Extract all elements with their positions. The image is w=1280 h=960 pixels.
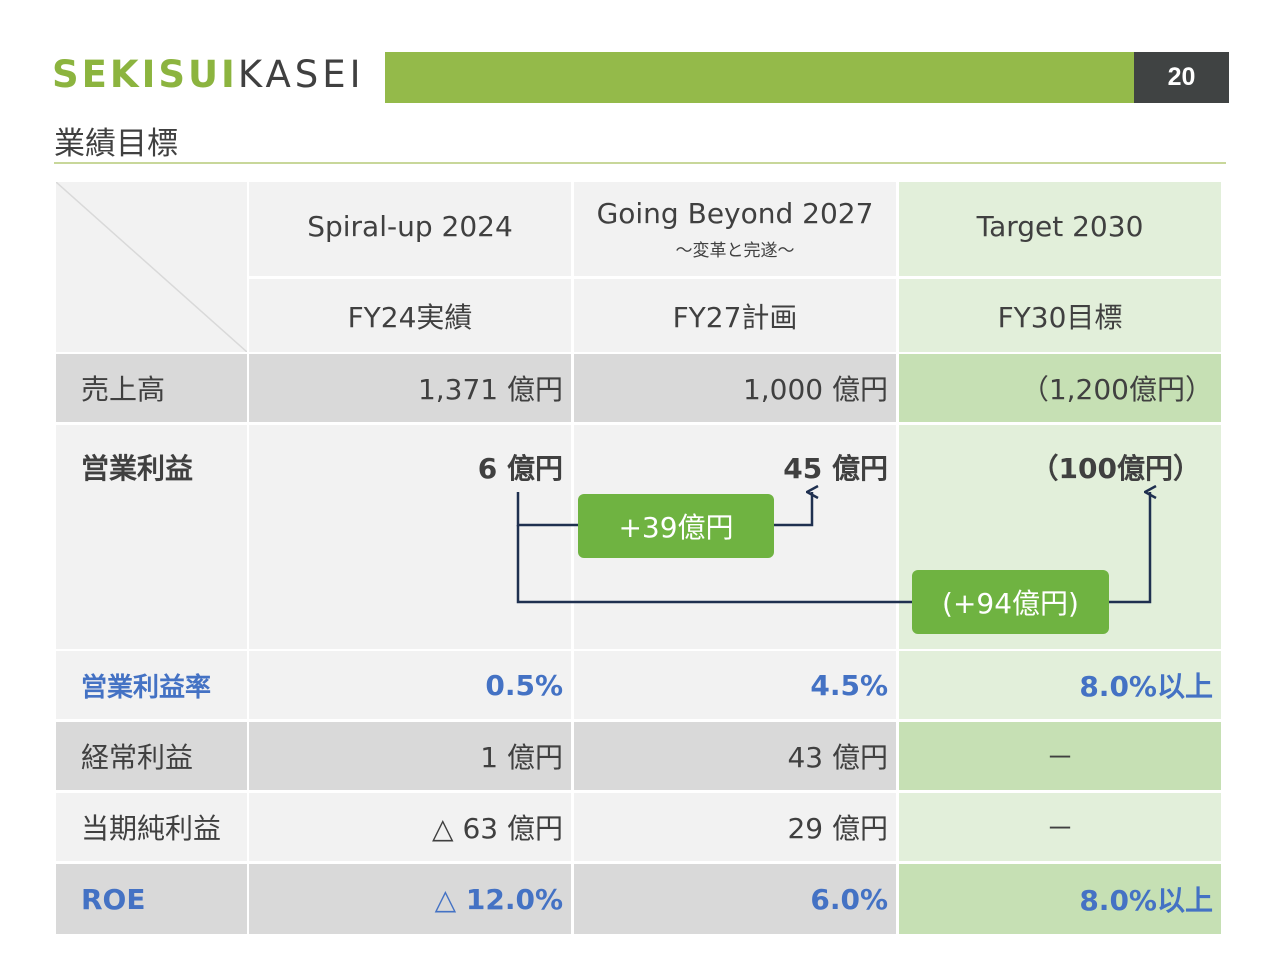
sales-fy30: （1,200億円） bbox=[899, 354, 1221, 422]
sales-fy24: 1,371 億円 bbox=[249, 354, 571, 422]
row-label-operating-margin: 営業利益率 bbox=[56, 651, 247, 719]
arrow-to-fy30 bbox=[516, 492, 1150, 604]
corner-cell bbox=[56, 182, 247, 352]
diagonal-line bbox=[56, 182, 247, 352]
ordinary-profit-fy27: 43 億円 bbox=[574, 722, 896, 790]
column-name: Target 2030 bbox=[976, 209, 1144, 243]
operating-margin-fy27: 4.5% bbox=[574, 651, 896, 719]
increase-badge-fy27: +39億円 bbox=[578, 494, 774, 558]
sales-fy27: 1,000 億円 bbox=[574, 354, 896, 422]
page-number: 20 bbox=[1134, 52, 1229, 103]
row-label-ordinary-profit: 経常利益 bbox=[56, 722, 247, 790]
column-header-spiral-up: Spiral-up 2024 bbox=[249, 182, 571, 276]
column-name: Spiral-up 2024 bbox=[307, 209, 513, 243]
row-label-net-income: 当期純利益 bbox=[56, 793, 247, 861]
row-label-roe: ROE bbox=[56, 864, 247, 934]
period-fy24: FY24実績 bbox=[249, 279, 571, 352]
page-title: 業績目標 bbox=[54, 126, 178, 162]
ordinary-profit-fy24: 1 億円 bbox=[249, 722, 571, 790]
roe-fy30: 8.0%以上 bbox=[899, 864, 1221, 934]
operating-profit-fy24: 6 億円 bbox=[249, 425, 571, 649]
row-label-operating-profit: 営業利益 bbox=[56, 425, 247, 649]
company-logo: SEKISUIKASEI bbox=[52, 56, 365, 93]
title-divider bbox=[54, 162, 1226, 164]
period-fy30: FY30目標 bbox=[899, 279, 1221, 352]
net-income-fy27: 29 億円 bbox=[574, 793, 896, 861]
column-header-going-beyond: Going Beyond 2027 ～変革と完遂～ bbox=[574, 182, 896, 276]
row-label-sales: 売上高 bbox=[56, 354, 247, 422]
column-subtitle: ～変革と完遂～ bbox=[675, 241, 795, 261]
ordinary-profit-fy30: － bbox=[899, 722, 1221, 790]
roe-fy27: 6.0% bbox=[574, 864, 896, 934]
net-income-fy30: － bbox=[899, 793, 1221, 861]
column-header-target-2030: Target 2030 bbox=[899, 182, 1221, 276]
logo-text-secondary: KASEI bbox=[237, 53, 365, 96]
operating-margin-fy30: 8.0%以上 bbox=[899, 651, 1221, 719]
operating-margin-fy24: 0.5% bbox=[249, 651, 571, 719]
net-income-fy24: △ 63 億円 bbox=[249, 793, 571, 861]
roe-fy24: △ 12.0% bbox=[249, 864, 571, 934]
increase-badge-fy30: (+94億円) bbox=[912, 570, 1109, 634]
header-accent-bar bbox=[385, 52, 1134, 103]
period-fy27: FY27計画 bbox=[574, 279, 896, 352]
logo-text-primary: SEKISUI bbox=[52, 53, 238, 96]
column-name: Going Beyond 2027 bbox=[596, 197, 874, 230]
